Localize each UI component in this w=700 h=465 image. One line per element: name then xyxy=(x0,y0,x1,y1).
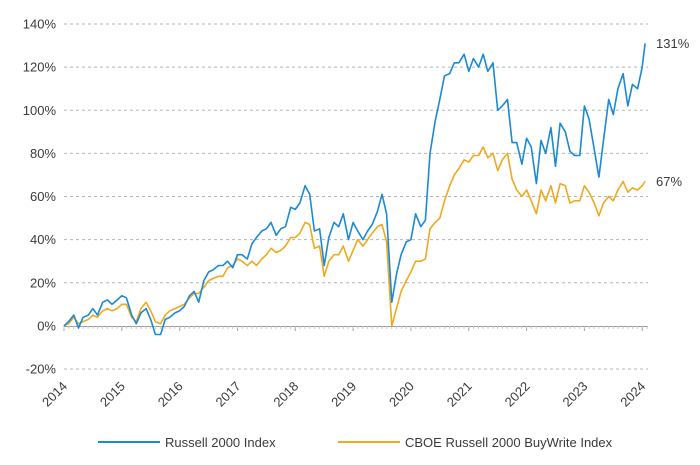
x-tick-label: 2017 xyxy=(213,379,244,410)
legend-label-buywrite: CBOE Russell 2000 BuyWrite Index xyxy=(405,435,613,450)
x-tick-label: 2016 xyxy=(155,379,186,410)
gridlines xyxy=(64,23,648,370)
x-tick-label: 2014 xyxy=(39,379,70,410)
x-tick-label: 2015 xyxy=(97,379,128,410)
x-tick-label: 2022 xyxy=(502,379,533,410)
legend-label-russell-2000: Russell 2000 Index xyxy=(165,435,276,450)
x-axis-ticks: 2014 2015 2016 2017 2018 2019 2020 2021 2022 2023… xyxy=(39,325,648,410)
y-tick-label: 120% xyxy=(23,60,57,75)
y-tick-label: 60% xyxy=(30,189,56,204)
x-tick-label: 2019 xyxy=(328,379,359,410)
y-tick-label: 140% xyxy=(23,17,57,32)
y-tick-label: 20% xyxy=(30,275,56,290)
legend: Russell 2000 Index CBOE Russell 2000 Buy… xyxy=(98,435,613,450)
end-label-buywrite: 67% xyxy=(656,174,682,189)
y-axis-ticks: -20% 0% 20% 40% 60% 80% 100% 120% 140% xyxy=(23,17,57,377)
y-tick-label: 100% xyxy=(23,103,57,118)
x-tick-label: 2023 xyxy=(559,379,590,410)
x-tick-label: 2021 xyxy=(444,379,475,410)
series-line-buywrite xyxy=(63,146,646,327)
y-tick-label: 40% xyxy=(30,232,56,247)
end-label-russell-2000: 131% xyxy=(656,36,690,51)
y-tick-label: 80% xyxy=(30,146,56,161)
end-labels: 131% 67% xyxy=(656,36,690,189)
y-tick-label: 0% xyxy=(37,318,56,333)
x-tick-label: 2018 xyxy=(270,379,301,410)
x-tick-label: 2020 xyxy=(386,379,417,410)
x-tick-label: 2024 xyxy=(617,379,648,410)
y-tick-label: -20% xyxy=(26,362,57,377)
series-line-russell-2000 xyxy=(63,43,646,336)
series-lines xyxy=(63,43,646,336)
